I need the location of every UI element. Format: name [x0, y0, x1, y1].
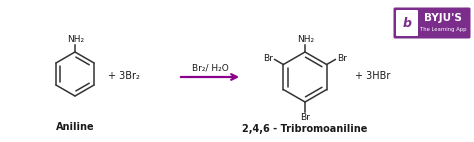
Text: Br: Br	[337, 54, 347, 63]
Text: BYJU'S: BYJU'S	[424, 13, 462, 23]
Text: NH₂: NH₂	[67, 35, 84, 44]
Text: Br₂/ H₂O: Br₂/ H₂O	[191, 63, 228, 72]
Text: + 3Br₂: + 3Br₂	[108, 71, 140, 81]
Text: + 3HBr: + 3HBr	[355, 71, 391, 81]
Text: 2,4,6 - Tribromoaniline: 2,4,6 - Tribromoaniline	[242, 124, 368, 134]
Text: Br: Br	[263, 54, 273, 63]
FancyBboxPatch shape	[396, 10, 418, 36]
FancyBboxPatch shape	[393, 8, 471, 38]
Text: Br: Br	[300, 113, 310, 122]
Text: The Learning App: The Learning App	[420, 27, 466, 32]
Text: NH₂: NH₂	[298, 35, 315, 44]
Text: Aniline: Aniline	[55, 122, 94, 132]
Text: b: b	[402, 16, 411, 30]
